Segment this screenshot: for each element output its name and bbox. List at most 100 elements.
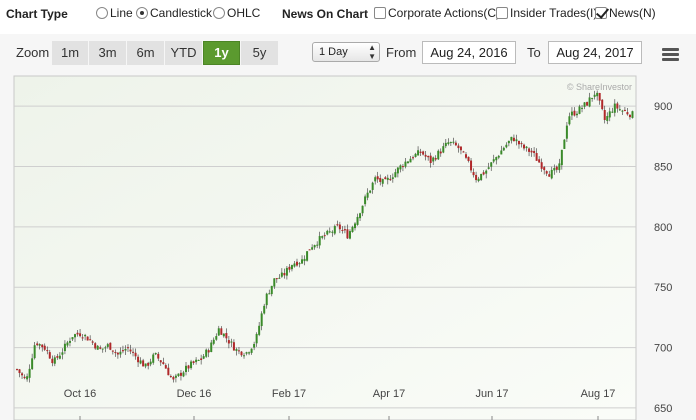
zoom-6m-button[interactable]: 6m (127, 41, 164, 65)
candle-body (606, 116, 609, 121)
candle-body (475, 174, 478, 181)
candle-body (333, 226, 336, 234)
candle-body (376, 176, 379, 180)
candle-body (308, 249, 311, 251)
zoom-1y-button[interactable]: 1y (203, 41, 240, 65)
x-tick-label: Aug 17 (581, 388, 616, 400)
zoom-1m-button[interactable]: 1m (52, 41, 88, 65)
checkbox-corporate-actions-box[interactable] (374, 7, 386, 19)
radio-ohlc-button[interactable] (213, 7, 225, 19)
options-bar: Chart Type Line Candlestick OHLC News On… (0, 0, 696, 28)
zoom-3m-button[interactable]: 3m (89, 41, 126, 65)
checkbox-corporate-actions-label: Corporate Actions(C) (388, 6, 501, 20)
candle-body (41, 344, 44, 348)
candle-body (111, 350, 114, 352)
candle-body (56, 356, 59, 358)
candle-body (391, 177, 394, 179)
candle-body (543, 167, 546, 171)
candle-body (470, 160, 473, 171)
candle-body (500, 150, 503, 155)
zoom-5y-button[interactable]: 5y (241, 41, 278, 65)
candle-body (603, 110, 606, 120)
radio-line[interactable]: Line (96, 6, 133, 20)
candle-body (192, 361, 195, 363)
y-tick-label: 750 (654, 282, 672, 294)
candle-body (497, 155, 500, 158)
chart-credit: © ShareInvestor (567, 82, 632, 92)
candle-body (517, 140, 520, 145)
candle-body (454, 142, 457, 146)
candle-body (611, 111, 614, 113)
candle-body (412, 157, 415, 159)
candle-body (157, 353, 160, 359)
candle-body (343, 229, 346, 231)
candle-body (240, 351, 243, 356)
checkbox-news-box[interactable] (595, 7, 607, 19)
candle-body (608, 111, 611, 118)
from-date-input[interactable]: Aug 24, 2016 (422, 41, 516, 64)
candle-body (288, 266, 291, 270)
interval-select[interactable]: 1 Day ▲ ▼ (312, 42, 380, 62)
candle-body (525, 146, 528, 149)
candle-body (159, 360, 162, 363)
candle-body (510, 136, 513, 141)
checkbox-insider-trades[interactable]: Insider Trades(I) (496, 6, 597, 20)
checkbox-corporate-actions[interactable]: Corporate Actions(C) (374, 6, 500, 20)
radio-candlestick[interactable]: Candlestick (136, 6, 212, 20)
candle-body (255, 333, 258, 344)
candle-body (250, 348, 253, 353)
candle-body (230, 341, 233, 343)
news-on-chart-label: News On Chart (282, 7, 369, 21)
candle-body (76, 332, 79, 335)
candle-body (338, 224, 341, 230)
candle-body (66, 342, 69, 346)
candle-body (177, 373, 180, 377)
candle-body (207, 350, 210, 353)
candle-body (427, 155, 430, 158)
candle-body (464, 154, 467, 158)
candle-body (126, 347, 129, 349)
candle-body (515, 139, 518, 142)
candle-body (99, 347, 102, 349)
candle-body (162, 362, 165, 365)
radio-candlestick-button[interactable] (136, 7, 148, 19)
candle-body (528, 148, 531, 152)
candle-body (540, 162, 543, 169)
candle-body (381, 179, 384, 184)
candle-body (545, 171, 548, 174)
candle-body (447, 142, 450, 145)
candle-body (323, 235, 326, 237)
candle-body (573, 110, 576, 116)
candle-body (348, 231, 351, 239)
zoom-ytd-button[interactable]: YTD (165, 41, 202, 65)
candlestick-chart-svg: 650 700 750 800 850 900 Oct 16 Dec 16 Feb 17 Apr… (13, 75, 672, 420)
candle-body (293, 263, 296, 267)
candle-body (364, 196, 367, 205)
candle-body (33, 345, 36, 359)
candle-body (290, 265, 293, 270)
candle-body (96, 345, 99, 350)
candle-body (68, 340, 71, 343)
candle-body (298, 263, 301, 265)
candle-body (457, 145, 460, 149)
candle-body (31, 358, 34, 370)
candle-body (144, 363, 147, 367)
candle-body (487, 167, 490, 169)
candle-body (482, 172, 485, 175)
candle-body (121, 350, 124, 352)
candle-body (295, 261, 298, 266)
checkbox-insider-trades-box[interactable] (496, 7, 508, 19)
candle-body (101, 348, 104, 350)
candle-body (523, 144, 526, 149)
candle-body (459, 146, 462, 151)
checkbox-news[interactable]: News(N) (595, 6, 656, 20)
hamburger-menu-icon[interactable] (662, 48, 679, 62)
candle-body (601, 99, 604, 110)
candle-body (563, 139, 566, 149)
radio-ohlc[interactable]: OHLC (213, 6, 260, 20)
candle-body (185, 365, 188, 373)
radio-line-button[interactable] (96, 7, 108, 19)
candle-body (356, 216, 359, 225)
candle-body (260, 313, 263, 327)
to-date-input[interactable]: Aug 24, 2017 (548, 41, 642, 64)
